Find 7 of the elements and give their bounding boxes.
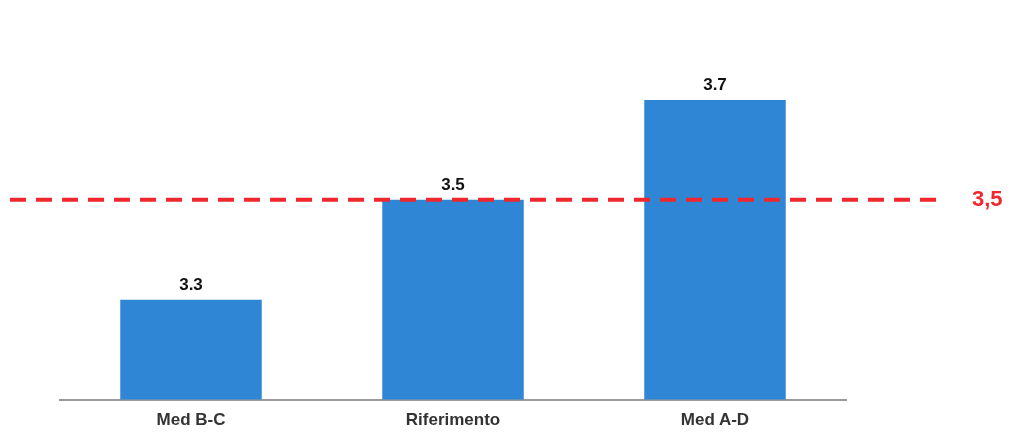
x-tick-label: Riferimento [405, 410, 501, 430]
x-tick-label: Med B-C [156, 410, 226, 430]
data-label: 3.7 [703, 75, 727, 95]
ref-line-label: 3,5 [972, 185, 1003, 211]
x-tick-label: Med A-D [680, 410, 750, 430]
data-label: 3.3 [179, 274, 203, 294]
data-label: 3.5 [441, 174, 465, 194]
